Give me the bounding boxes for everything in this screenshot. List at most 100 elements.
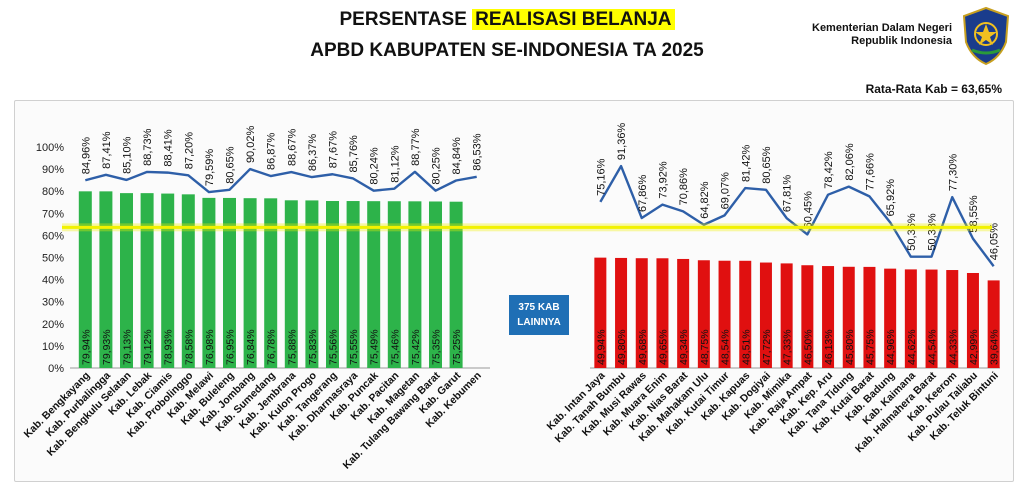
bar-value-label: 75,46% xyxy=(389,329,401,365)
red-bar xyxy=(594,257,607,368)
green-bar xyxy=(181,194,195,368)
green-bar xyxy=(120,193,133,368)
bar-value-label: 44,33% xyxy=(947,329,959,365)
y-tick-label: 40% xyxy=(42,275,64,287)
chart-title-line2: APBD KABUPATEN SE-INDONESIA TA 2025 xyxy=(310,40,704,61)
line-value-label: 81,42% xyxy=(740,145,752,183)
bar-value-label: 75,42% xyxy=(410,329,422,365)
line-value-label: 58,55% xyxy=(968,195,980,233)
line-value-label: 80,65% xyxy=(761,146,773,184)
others-note-box: 375 KAB LAINNYA xyxy=(509,295,569,335)
bar-value-label: 75,49% xyxy=(369,329,381,365)
y-tick-label: 30% xyxy=(42,297,64,309)
line-value-label: 80,24% xyxy=(369,147,381,185)
line-value-label: 84,96% xyxy=(80,137,92,175)
title-highlight: REALISASI BELANJA xyxy=(472,9,675,30)
red-bar xyxy=(656,258,669,368)
ministry-name: Kementerian Dalam Negeri Republik Indone… xyxy=(812,22,952,48)
line-value-label: 88,41% xyxy=(163,129,175,167)
bar-value-label: 75,25% xyxy=(451,329,463,365)
green-bar xyxy=(223,197,236,368)
bar-value-label: 75,56% xyxy=(328,329,340,365)
green-bar xyxy=(408,201,422,368)
line-value-label: 65,92% xyxy=(885,179,897,217)
line-value-label: 80,25% xyxy=(431,147,443,185)
green-bar xyxy=(346,201,360,368)
bar-value-label: 49,80% xyxy=(616,329,628,365)
red-bar xyxy=(677,258,690,368)
red-bar xyxy=(842,266,855,368)
red-bar xyxy=(759,262,772,368)
line-value-label: 82,06% xyxy=(844,143,856,181)
red-bar xyxy=(946,270,959,368)
y-tick-label: 50% xyxy=(42,253,64,265)
line-value-label: 86,37% xyxy=(307,134,319,172)
line-value-label: 87,67% xyxy=(328,131,340,169)
bar-value-label: 44,62% xyxy=(906,329,918,365)
y-tick-label: 10% xyxy=(42,341,64,353)
green-bar xyxy=(387,201,401,368)
line-value-label: 78,42% xyxy=(823,151,835,189)
green-bar xyxy=(367,201,381,368)
line-value-label: 50,36% xyxy=(906,213,918,251)
green-bar xyxy=(99,191,113,368)
red-bar xyxy=(863,266,876,368)
red-bar xyxy=(780,263,793,368)
y-tick-label: 100% xyxy=(36,142,64,154)
green-bar xyxy=(78,191,92,368)
green-bar xyxy=(140,193,154,368)
line-value-label: 85,10% xyxy=(122,136,134,174)
y-tick-label: 60% xyxy=(42,230,64,242)
y-tick-label: 20% xyxy=(42,319,64,331)
bar-value-label: 48,54% xyxy=(720,329,732,365)
line-value-label: 90,02% xyxy=(245,126,257,164)
red-bar xyxy=(987,280,1000,368)
bar-value-label: 48,75% xyxy=(699,329,711,365)
green-bar xyxy=(449,201,463,368)
bar-value-label: 45,75% xyxy=(864,329,876,365)
line-value-label: 69,07% xyxy=(720,172,732,210)
line-series-top xyxy=(84,167,477,194)
red-bar xyxy=(884,268,897,368)
ministry-line1: Kementerian Dalam Negeri xyxy=(812,22,952,34)
line-value-label: 50,38% xyxy=(927,213,939,251)
green-bar xyxy=(305,200,319,368)
red-bar xyxy=(925,269,938,368)
bar-value-label: 79,13% xyxy=(122,329,134,365)
ministry-emblem-icon xyxy=(962,6,1010,66)
average-label: Rata-Rata Kab = 63,65% xyxy=(865,82,1002,96)
bar-value-label: 44,54% xyxy=(927,329,939,365)
y-tick-label: 0% xyxy=(48,363,64,375)
bar-value-label: 46,13% xyxy=(823,329,835,365)
line-value-label: 75,16% xyxy=(595,158,607,196)
bar-value-label: 76,98% xyxy=(204,329,216,365)
bar-value-label: 79,12% xyxy=(142,329,154,365)
ministry-line2: Republik Indonesia xyxy=(851,35,952,47)
bar-value-label: 47,72% xyxy=(761,329,773,365)
line-value-label: 88,77% xyxy=(410,128,422,166)
green-bar xyxy=(264,198,278,368)
line-value-label: 91,36% xyxy=(616,123,628,161)
red-bar xyxy=(697,260,710,368)
bar-value-label: 78,93% xyxy=(163,329,175,365)
red-bar xyxy=(739,260,752,368)
line-value-label: 70,86% xyxy=(678,168,690,206)
green-bar xyxy=(161,193,175,368)
title-prefix: PERSENTASE xyxy=(339,9,473,30)
bar-value-label: 76,84% xyxy=(245,329,257,365)
line-value-label: 86,87% xyxy=(266,132,278,170)
bar-value-label: 75,55% xyxy=(348,329,360,365)
line-value-label: 60,45% xyxy=(802,191,814,229)
category-label: Kab. Bengkulu Selatan xyxy=(45,370,134,459)
y-tick-label: 90% xyxy=(42,164,64,176)
bar-value-label: 49,94% xyxy=(595,329,607,365)
bar-value-label: 46,50% xyxy=(802,329,814,365)
green-bar xyxy=(326,201,339,368)
line-value-label: 77,66% xyxy=(864,153,876,191)
bar-value-label: 48,51% xyxy=(740,329,752,365)
bar-value-label: 44,96% xyxy=(885,329,897,365)
line-value-label: 77,30% xyxy=(947,154,959,192)
line-value-label: 64,82% xyxy=(699,181,711,219)
bar-value-label: 45,80% xyxy=(844,329,856,365)
